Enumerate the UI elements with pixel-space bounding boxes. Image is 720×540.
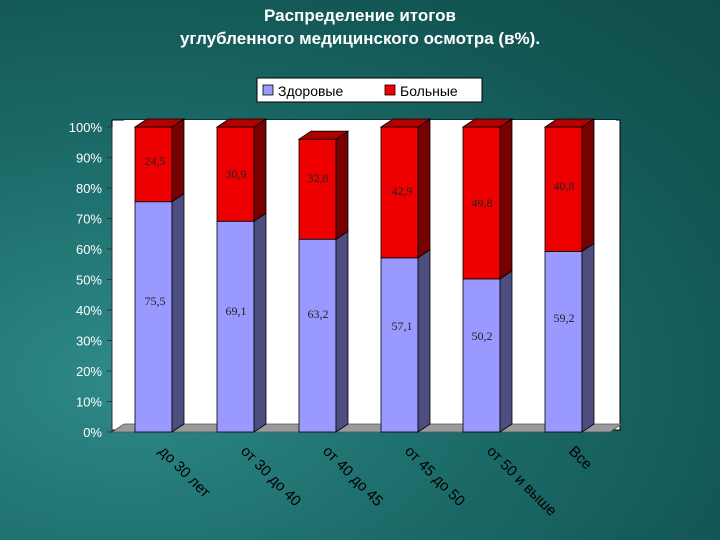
x-category-label-5: Все (565, 443, 595, 473)
bar-front (462, 278, 501, 433)
bar-top (543, 118, 596, 128)
bar-healthy-3 (380, 249, 431, 433)
bar-healthy-5 (544, 242, 595, 433)
bar-front (544, 126, 583, 252)
bar-front (134, 201, 173, 433)
x-category-label-1: от 30 до 40 (237, 443, 304, 510)
y-tick-label: 60% (76, 242, 102, 257)
legend: Здоровые Больные (256, 77, 483, 103)
bar-sick-5 (543, 118, 596, 253)
legend-swatch-sick (384, 84, 396, 96)
bar-side (253, 212, 267, 433)
bar-front (216, 126, 255, 222)
x-category-label-3: от 45 до 50 (401, 443, 468, 510)
x-category-label-4: от 50 и выше (483, 443, 560, 520)
bar-side (335, 130, 349, 240)
data-label-sick-4: 49,8 (472, 196, 493, 210)
y-tick-label: 10% (76, 395, 102, 410)
data-label-healthy-2: 63,2 (308, 307, 329, 321)
bar-top (461, 118, 514, 128)
bar-side (499, 118, 513, 280)
y-tick-label: 30% (76, 334, 102, 349)
bar-sick-2 (297, 130, 350, 240)
bar-sick-0 (133, 118, 186, 203)
y-tick-label: 0% (83, 425, 102, 440)
data-label-healthy-3: 57,1 (392, 319, 413, 333)
legend-box (256, 77, 483, 103)
y-tick-label: 70% (76, 212, 102, 227)
bar-top (379, 118, 432, 128)
bar-front (462, 126, 501, 280)
bar-side (417, 118, 431, 259)
chart-title-line-2: углубленного медицинского осмотра (в%). (179, 29, 541, 48)
bar-side (581, 242, 595, 433)
data-label-healthy-5: 59,2 (554, 311, 575, 325)
data-label-healthy-4: 50,2 (472, 329, 493, 343)
bar-top (133, 118, 186, 128)
data-label-sick-3: 42,9 (392, 184, 413, 198)
chart-title: Распределение итогов углубленного медици… (0, 4, 720, 50)
bar-side (171, 192, 185, 433)
data-label-sick-5: 40,8 (554, 179, 575, 193)
data-label-sick-0: 24,5 (145, 154, 166, 168)
bar-sick-1 (215, 118, 268, 222)
y-tick-label: 80% (76, 181, 102, 196)
chart-title-line-1: Распределение итогов (264, 6, 456, 25)
bar-top (297, 130, 350, 140)
bar-front (216, 220, 255, 433)
bar-healthy-0 (134, 192, 185, 433)
x-category-label-0: до 30 лет (155, 443, 213, 501)
y-tick-label: 20% (76, 364, 102, 379)
bar-side (335, 230, 349, 433)
plot-back-wall (124, 120, 616, 418)
bar-side (171, 118, 185, 203)
data-label-sick-1: 30,9 (226, 167, 247, 181)
bar-front (298, 138, 337, 240)
legend-swatch-healthy (262, 84, 274, 96)
data-label-healthy-0: 75,5 (145, 294, 166, 308)
y-tick-label: 90% (76, 151, 102, 166)
data-label-healthy-1: 69,1 (226, 304, 247, 318)
bar-sick-4 (461, 118, 514, 280)
bar-front (380, 126, 419, 259)
data-label-sick-2: 32,8 (308, 171, 329, 185)
bar-healthy-4 (462, 270, 513, 433)
legend-label-sick: Больные (400, 83, 458, 99)
bar-healthy-1 (216, 212, 267, 433)
bar-front (544, 251, 583, 433)
bar-side (417, 249, 431, 433)
bar-side (253, 118, 267, 222)
bar-side (499, 270, 513, 433)
bar-side (581, 118, 595, 253)
bar-sick-3 (379, 118, 432, 259)
bar-top (215, 118, 268, 128)
legend-label-healthy: Здоровые (278, 83, 343, 99)
bar-healthy-2 (298, 230, 349, 433)
y-tick-label: 50% (76, 273, 102, 288)
y-tick-label: 100% (69, 120, 103, 135)
bar-front (380, 257, 419, 433)
bar-front (298, 238, 337, 433)
x-category-label-2: от 40 до 45 (319, 443, 386, 510)
y-tick-label: 40% (76, 303, 102, 318)
